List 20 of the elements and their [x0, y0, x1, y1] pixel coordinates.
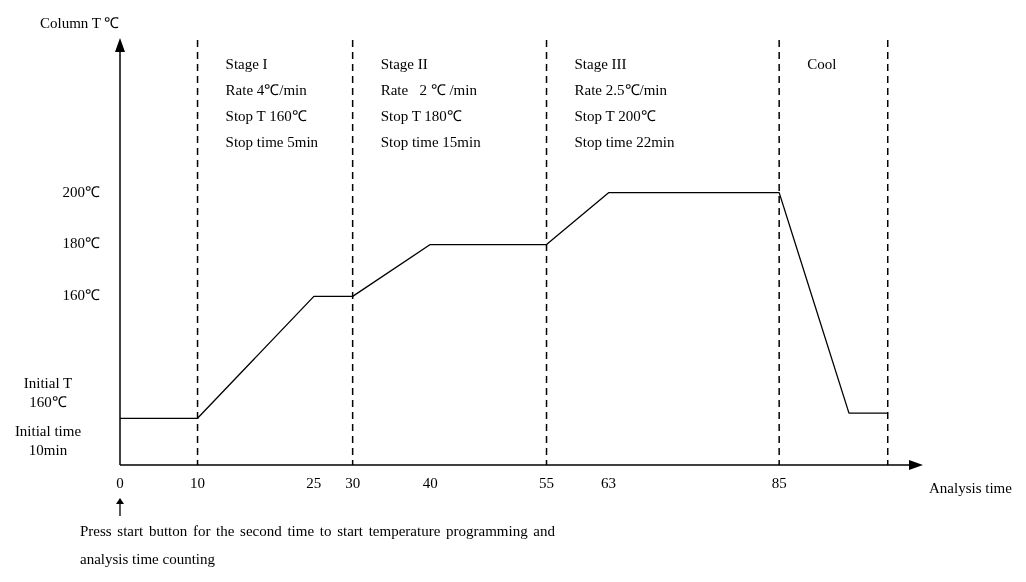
- ref-line-label: Stage I Rate 4℃/min Stop T 160℃ Stop time 5min: [225, 56, 319, 151]
- x-tick-label: 55: [539, 474, 555, 491]
- x-tick-label: 63: [601, 474, 617, 491]
- x-tick-label: 10: [190, 474, 206, 491]
- x-tick-label: 25: [306, 474, 322, 491]
- x-tick-label: 85: [771, 474, 787, 491]
- ref-line-label: Cool: [807, 56, 837, 73]
- x-axis-title: Analysis time: [929, 480, 1012, 497]
- text: Initial T 160℃: [22, 374, 74, 413]
- x-tick-label: 30: [345, 474, 361, 491]
- x-tick-label: 0: [116, 474, 124, 491]
- y-tick-label: 180℃: [62, 235, 100, 252]
- y-tick-label: 200℃: [62, 183, 100, 200]
- ref-line-label: Stage II Rate 2 ℃ /min Stop T 180℃ Stop time 15min: [380, 56, 482, 151]
- ref-line-label: Stage III Rate 2.5℃/min Stop T 200℃ Stop time 22min: [574, 56, 676, 151]
- text: Initial time 10min: [13, 422, 83, 461]
- x-tick-label: 40: [422, 474, 438, 491]
- y-axis-title: Column T ℃: [40, 14, 120, 32]
- y-tick-label: 160℃: [62, 287, 100, 304]
- text: Press start button for the second time to start temperature programming and analysis time counting: [80, 522, 555, 569]
